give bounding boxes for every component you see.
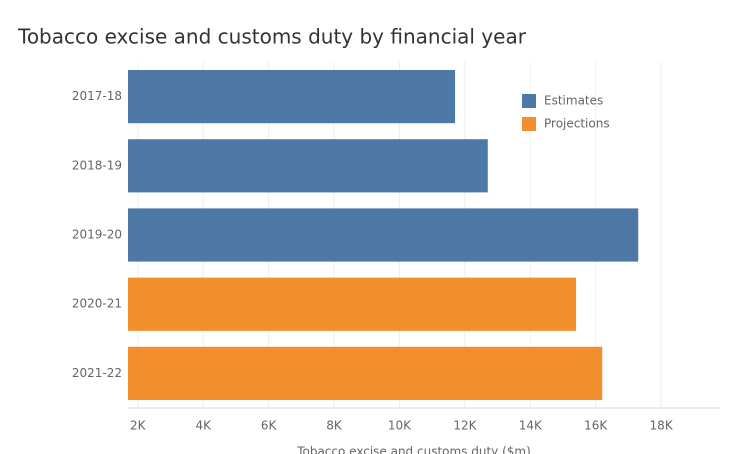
y-tick-label: 2020-21: [72, 297, 122, 311]
chart-title: Tobacco excise and customs duty by finan…: [17, 25, 527, 49]
x-tick-label: 18K: [650, 419, 674, 433]
bar: [128, 70, 456, 124]
bar: [128, 277, 577, 331]
legend-label: Estimates: [544, 94, 603, 108]
y-tick-label: 2019-20: [72, 228, 122, 242]
x-tick-label: 14K: [519, 419, 543, 433]
x-tick-label: 8K: [326, 419, 343, 433]
legend-swatch: [522, 117, 536, 131]
x-tick-label: 12K: [453, 419, 477, 433]
x-tick-label: 16K: [584, 419, 608, 433]
y-tick-label: 2021-22: [72, 366, 122, 380]
legend-label: Projections: [544, 117, 610, 131]
x-axis-label: Tobacco excise and customs duty ($m): [296, 445, 531, 454]
y-tick-label: 2017-18: [72, 89, 122, 103]
x-tick-label: 4K: [195, 419, 212, 433]
bar: [128, 208, 639, 262]
bar: [128, 346, 603, 400]
y-tick-label: 2018-19: [72, 158, 122, 172]
x-tick-label: 6K: [261, 419, 278, 433]
x-tick-label: 10K: [388, 419, 412, 433]
bar: [128, 139, 488, 193]
legend-swatch: [522, 94, 536, 108]
x-tick-label: 2K: [130, 419, 147, 433]
